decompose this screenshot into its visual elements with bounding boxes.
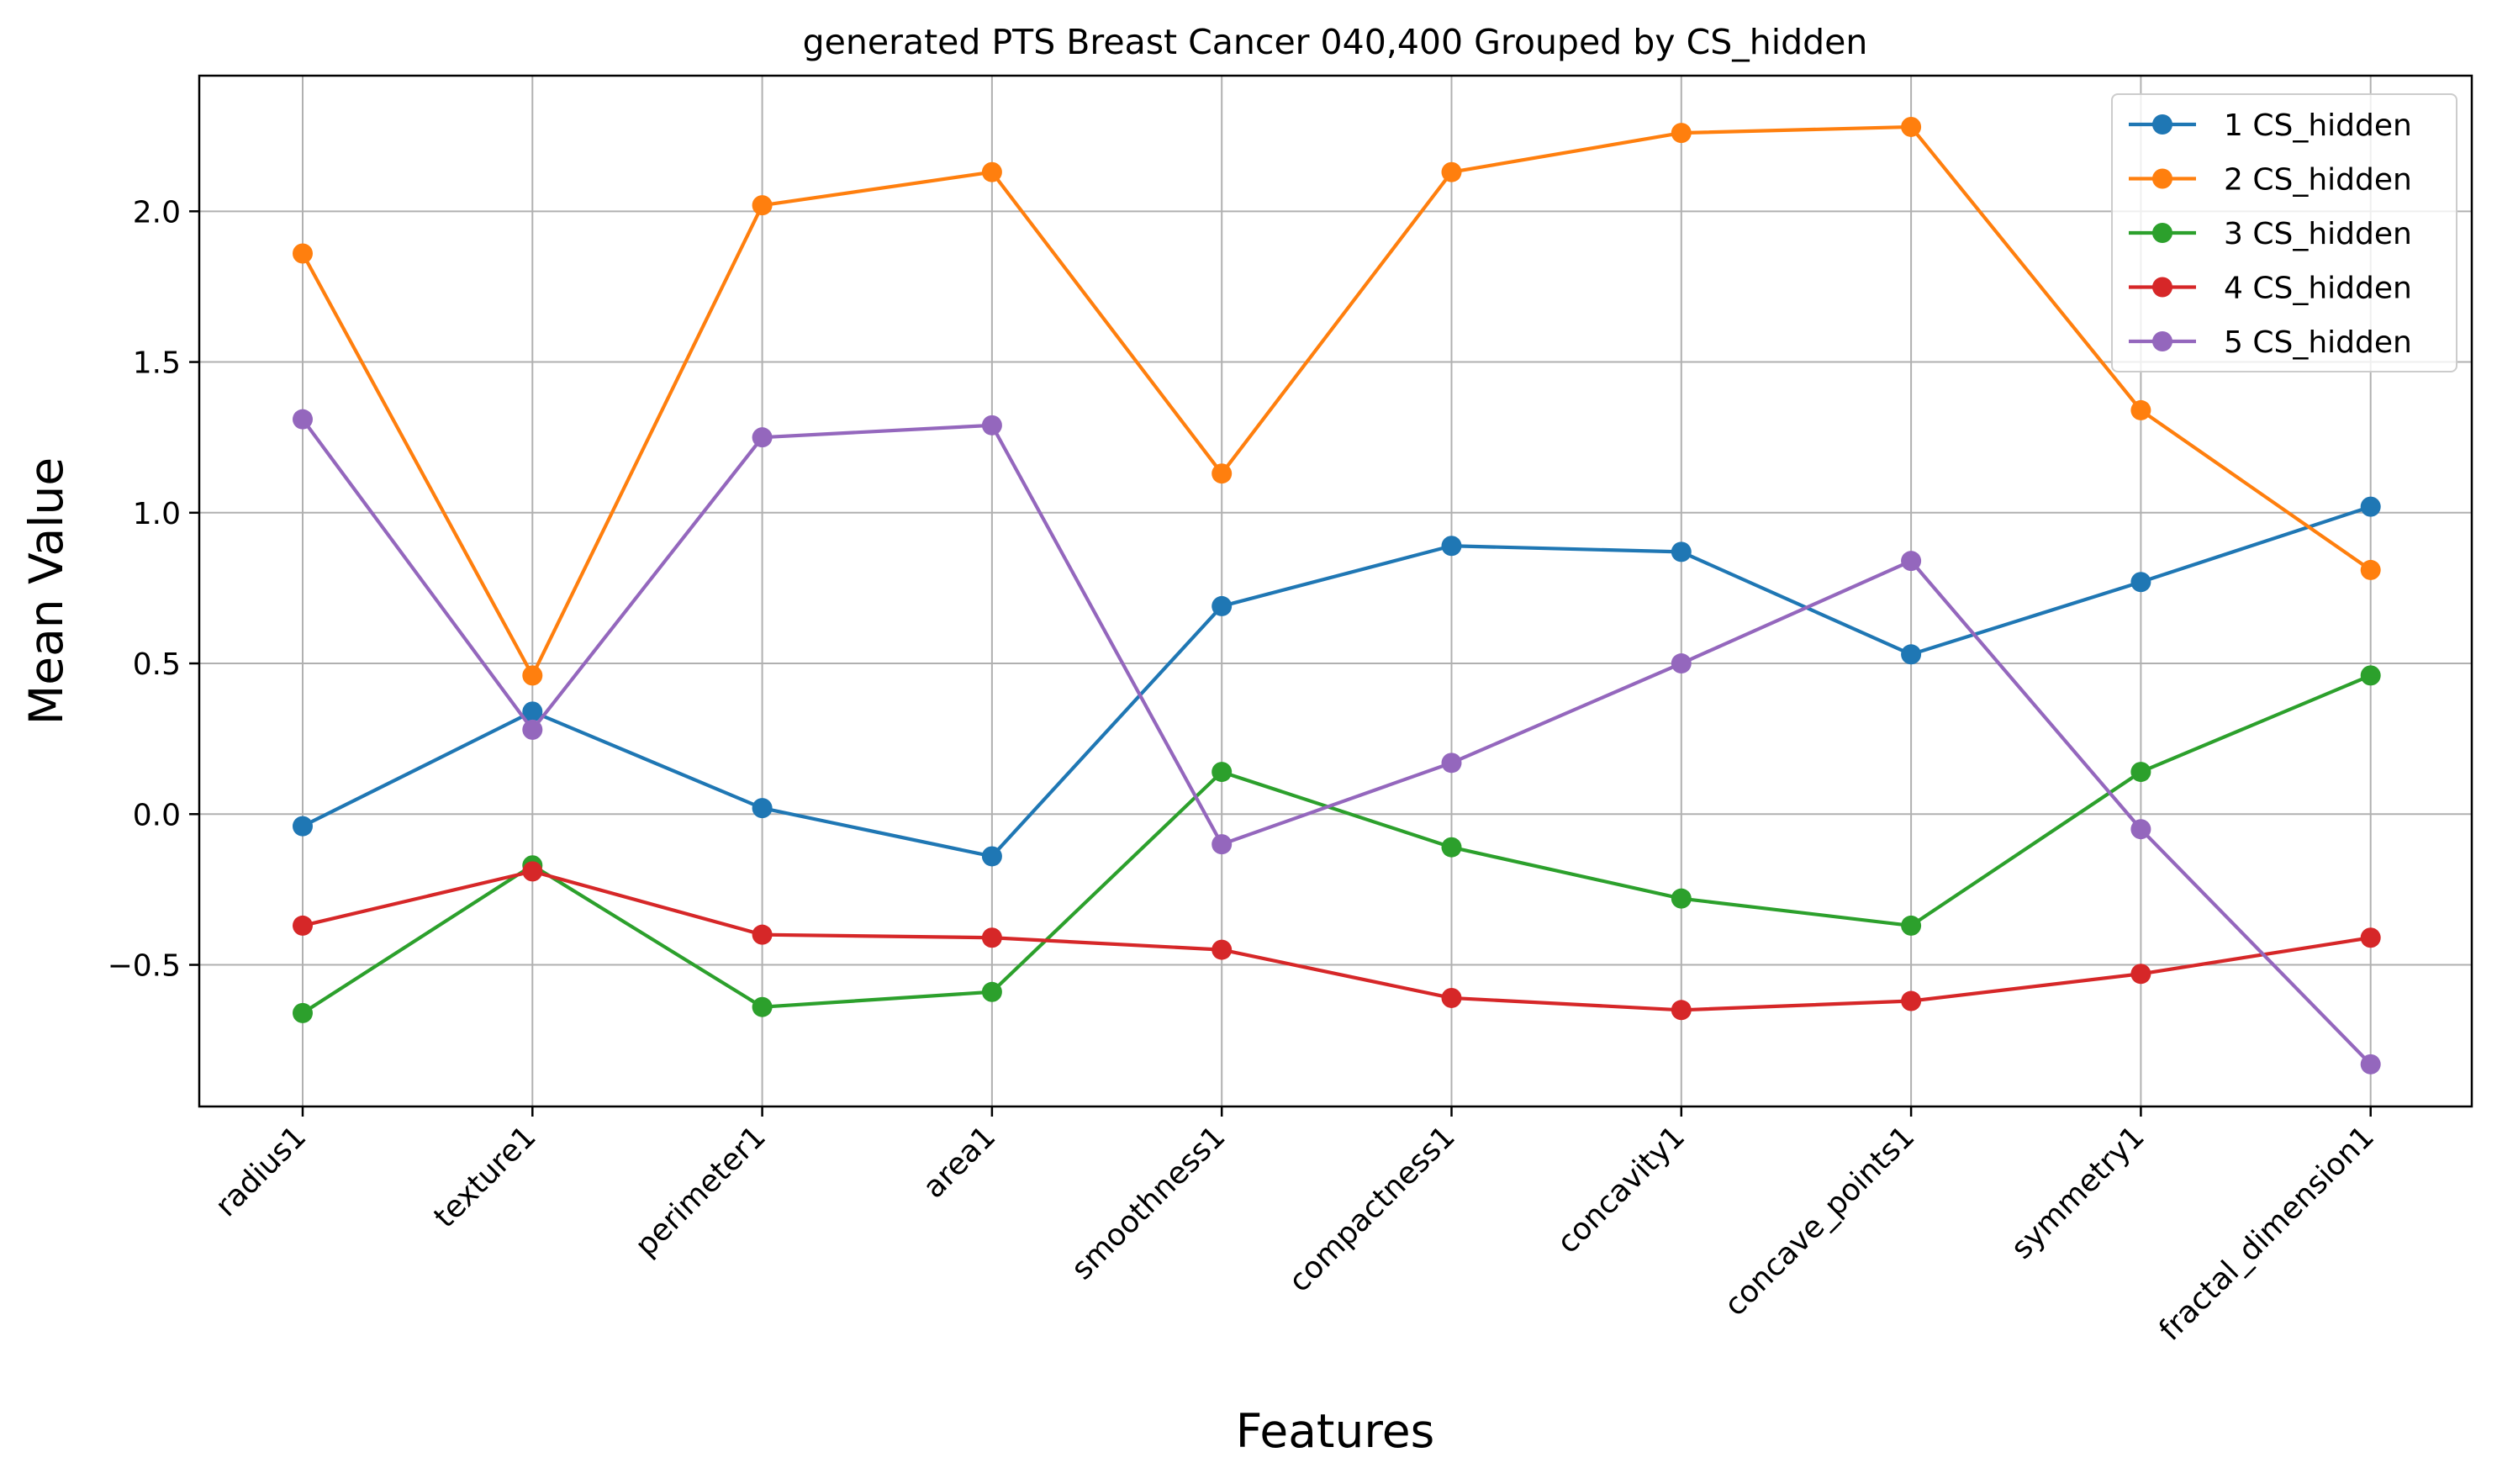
data-point (1671, 1000, 1692, 1021)
data-point (1901, 915, 1922, 936)
series-line (302, 869, 2372, 1012)
series (293, 861, 2381, 1021)
data-point (2130, 762, 2151, 783)
data-point (1212, 834, 1233, 855)
data-point (1671, 653, 1692, 674)
y-tick-label: 1.0 (133, 497, 181, 531)
data-point (1441, 987, 1462, 1008)
y-tick-label: 0.0 (133, 798, 181, 832)
data-point (1441, 161, 1462, 182)
x-tick-label: compactness1 (1282, 1119, 1462, 1299)
data-point (1671, 541, 1692, 562)
axes: radius1 texture1 perimeter1 area1 smoothness… (108, 195, 2381, 1348)
series-line (302, 504, 2372, 858)
data-point (752, 924, 773, 945)
data-point (2360, 559, 2381, 580)
x-tick-label: concave_points1 (1718, 1119, 1921, 1323)
legend-label: 3 CS_hidden (2224, 217, 2412, 251)
data-point (2360, 665, 2381, 686)
data-point (293, 243, 313, 264)
data-point (981, 981, 1002, 1002)
data-point (1212, 463, 1233, 484)
x-tick-label: radius1 (209, 1119, 313, 1223)
data-point (1901, 990, 1922, 1011)
data-point (1901, 551, 1922, 572)
x-tick-label: fractal_dimension1 (2153, 1119, 2381, 1347)
legend-marker (2152, 114, 2172, 135)
data-point (981, 415, 1002, 436)
legend-marker (2152, 223, 2172, 243)
series (293, 665, 2381, 1023)
series-line (301, 124, 2372, 678)
data-point (293, 915, 313, 936)
data-point (293, 816, 313, 837)
series (293, 116, 2381, 686)
data-point (1441, 753, 1462, 774)
data-point (981, 927, 1002, 948)
data-point (2130, 819, 2151, 840)
y-axis-label: Mean Value (19, 457, 73, 725)
series (293, 409, 2381, 1075)
x-tick-label: symmetry1 (2004, 1119, 2151, 1265)
legend-label: 5 CS_hidden (2224, 325, 2412, 360)
legend: 1 CS_hidden 2 CS_hidden 3 CS_hidden 4 CS_hi… (2111, 93, 2457, 372)
series-line (301, 673, 2372, 1015)
grid-lines (199, 76, 2472, 1106)
y-tick-label: −0.5 (108, 949, 181, 984)
plot-frame (198, 74, 2473, 1108)
data-point (752, 427, 773, 448)
data-point (752, 195, 773, 216)
series-line (301, 418, 2373, 1066)
data-point (2360, 1054, 2381, 1075)
data-point (522, 665, 543, 686)
data-point (981, 846, 1002, 867)
data-point (1901, 116, 1922, 137)
data-point (752, 798, 773, 819)
y-tick-label: 1.5 (133, 346, 181, 381)
legend-label: 4 CS_hidden (2224, 272, 2412, 306)
series-lines (293, 116, 2381, 1075)
data-point (1212, 762, 1233, 783)
data-point (1212, 595, 1233, 616)
data-point (522, 861, 543, 882)
data-point (522, 719, 543, 740)
data-point (2130, 964, 2151, 985)
data-point (2360, 927, 2381, 948)
data-point (1441, 536, 1462, 557)
x-tick-label: smoothness1 (1065, 1119, 1233, 1286)
series (293, 496, 2381, 867)
data-point (1212, 939, 1233, 960)
legend-marker (2152, 331, 2172, 351)
y-tick-label: 0.5 (133, 647, 181, 682)
x-tick-label: texture1 (428, 1119, 543, 1234)
x-axis-label: Features (1236, 1404, 1435, 1458)
data-point (2130, 572, 2151, 593)
data-point (2130, 399, 2151, 420)
chart-title: generated PTS Breast Cancer 040,400 Grou… (803, 22, 1868, 62)
y-tick-label: 2.0 (133, 195, 181, 230)
legend-marker (2152, 168, 2172, 189)
data-point (522, 701, 543, 722)
data-point (1671, 888, 1692, 909)
legend-marker (2152, 277, 2172, 298)
data-point (2360, 496, 2381, 517)
x-tick-label: concavity1 (1550, 1119, 1692, 1260)
x-tick-label: area1 (916, 1119, 1002, 1205)
data-point (293, 409, 313, 430)
data-point (293, 1002, 313, 1023)
data-point (1901, 644, 1922, 665)
legend-label: 1 CS_hidden (2224, 108, 2412, 143)
data-point (752, 996, 773, 1017)
data-point (1441, 837, 1462, 858)
data-point (1671, 123, 1692, 144)
x-tick-label: perimeter1 (629, 1119, 773, 1263)
data-point (981, 161, 1002, 182)
legend-label: 2 CS_hidden (2224, 163, 2412, 198)
legend-box (2111, 93, 2457, 372)
